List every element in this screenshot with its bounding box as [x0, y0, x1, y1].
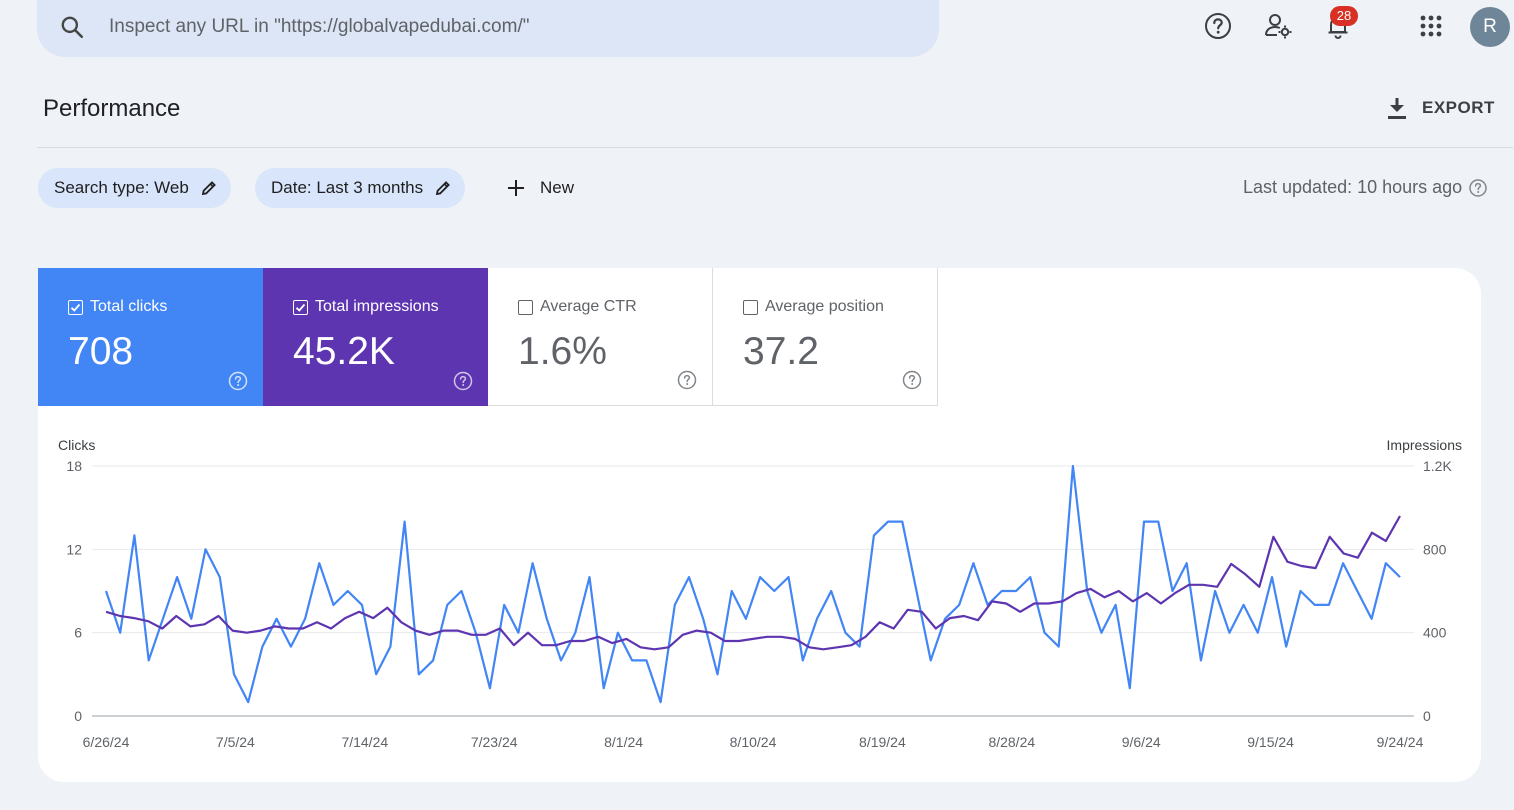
- date-range-label: Date: Last 3 months: [271, 178, 424, 197]
- right-tick-label: 0: [1423, 708, 1431, 724]
- x-tick-label: 8/28/24: [988, 734, 1035, 750]
- divider: [37, 147, 1513, 148]
- export-label: EXPORT: [1422, 98, 1495, 117]
- left-tick-label: 12: [66, 541, 82, 557]
- url-inspect-search[interactable]: Inspect any URL in "https://globalvapedu…: [37, 0, 939, 57]
- help-icon[interactable]: [677, 370, 697, 390]
- metric-value: 45.2K: [293, 330, 395, 373]
- x-tick-label: 8/1/24: [604, 734, 643, 750]
- metric-label: Total impressions: [315, 298, 439, 315]
- x-tick-label: 7/23/24: [471, 734, 518, 750]
- performance-chart: 0 0 6 400 12 800 18 1.2K 6/26/24 7/5/24 7/14/24 7/2…: [66, 458, 1452, 750]
- metric-value: 1.6%: [518, 330, 607, 373]
- x-tick-label: 9/24/24: [1377, 734, 1424, 750]
- checkbox-checked-icon[interactable]: [68, 299, 83, 315]
- help-icon[interactable]: [1468, 178, 1488, 198]
- metric-average-ctr[interactable]: Average CTR 1.6%: [488, 268, 713, 406]
- help-icon[interactable]: [228, 371, 248, 391]
- date-range-chip[interactable]: Date: Last 3 months: [255, 168, 466, 208]
- left-tick-label: 6: [74, 625, 82, 641]
- edit-icon: [201, 181, 216, 196]
- right-tick-label: 400: [1423, 625, 1447, 641]
- avatar[interactable]: R: [1470, 7, 1510, 47]
- x-tick-label: 9/6/24: [1122, 734, 1161, 750]
- help-icon[interactable]: [1203, 11, 1233, 41]
- search-type-chip[interactable]: Search type: Web: [38, 168, 231, 208]
- x-tick-label: 9/15/24: [1247, 734, 1294, 750]
- x-tick-label: 7/5/24: [216, 734, 255, 750]
- metric-value: 708: [68, 330, 134, 373]
- metric-label: Average position: [765, 298, 884, 315]
- search-icon: [61, 16, 84, 39]
- download-icon: [1388, 98, 1406, 119]
- checkbox-unchecked-icon[interactable]: [518, 299, 533, 315]
- right-tick-label: 800: [1423, 541, 1447, 557]
- metric-value: 37.2: [743, 330, 819, 373]
- metric-average-position[interactable]: Average position 37.2: [713, 268, 938, 406]
- x-tick-label: 7/14/24: [341, 734, 388, 750]
- x-tick-label: 8/19/24: [859, 734, 906, 750]
- clicks-series-line: [104, 464, 1401, 704]
- new-filter-label: New: [540, 178, 575, 197]
- right-tick-label: 1.2K: [1423, 458, 1452, 474]
- metric-total-clicks[interactable]: Total clicks 708: [38, 268, 263, 406]
- search-input[interactable]: Inspect any URL in "https://globalvapedu…: [109, 16, 530, 37]
- search-type-label: Search type: Web: [54, 178, 189, 197]
- new-filter-button[interactable]: New: [505, 172, 574, 204]
- checkbox-checked-icon[interactable]: [293, 299, 308, 315]
- right-axis-title: Impressions: [1386, 437, 1462, 453]
- edit-icon: [436, 181, 451, 196]
- help-icon[interactable]: [453, 371, 473, 391]
- help-icon[interactable]: [902, 370, 922, 390]
- last-updated: Last updated: 10 hours ago: [1243, 177, 1488, 198]
- metric-total-impressions[interactable]: Total impressions 45.2K: [263, 268, 488, 406]
- metric-label: Average CTR: [540, 298, 637, 315]
- left-tick-label: 18: [66, 458, 82, 474]
- checkbox-unchecked-icon[interactable]: [743, 299, 758, 315]
- apps-grid-icon[interactable]: [1416, 11, 1446, 41]
- metric-label: Total clicks: [90, 298, 168, 315]
- page-title: Performance: [43, 95, 181, 122]
- avatar-letter: R: [1483, 16, 1497, 37]
- impressions-series-line: [105, 515, 1401, 651]
- left-tick-label: 0: [74, 708, 82, 724]
- left-axis-title: Clicks: [58, 437, 96, 453]
- export-button[interactable]: EXPORT: [1386, 92, 1495, 124]
- x-tick-label: 6/26/24: [83, 734, 130, 750]
- plus-icon: [508, 180, 524, 196]
- x-tick-label: 8/10/24: [730, 734, 777, 750]
- manage-users-icon[interactable]: [1263, 11, 1293, 41]
- notification-count-badge: 28: [1330, 6, 1358, 26]
- performance-card: 0 0 6 400 12 800 18 1.2K 6/26/24 7/5/24 7/14/24 7/2…: [38, 268, 1481, 782]
- last-updated-text: Last updated: 10 hours ago: [1243, 177, 1463, 197]
